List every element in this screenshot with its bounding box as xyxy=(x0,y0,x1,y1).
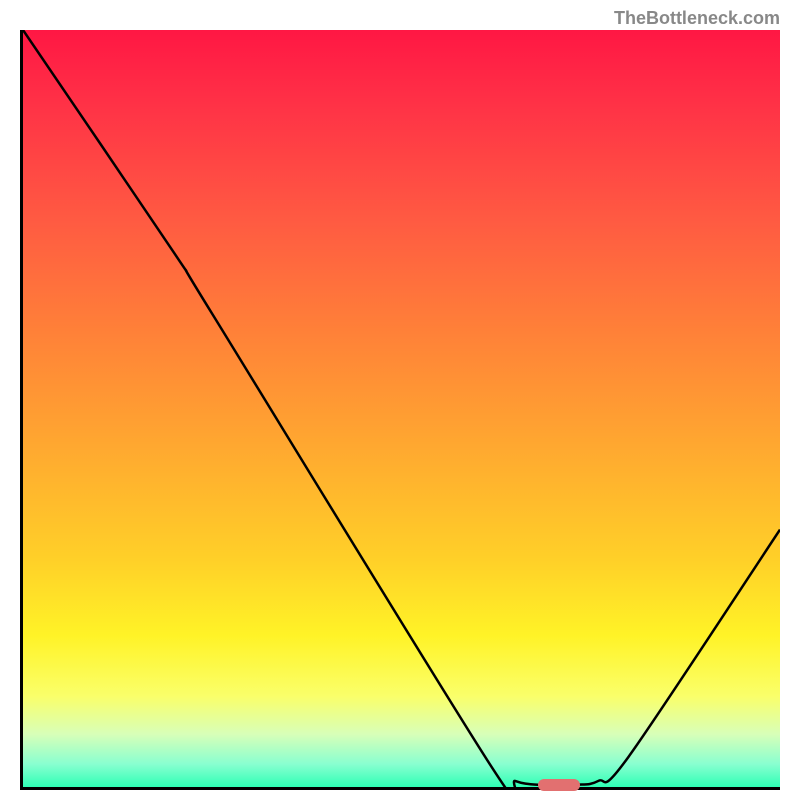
bottleneck-curve xyxy=(23,30,780,787)
watermark-text: TheBottleneck.com xyxy=(614,8,780,29)
bottleneck-chart xyxy=(20,30,780,790)
optimal-marker xyxy=(538,779,580,791)
